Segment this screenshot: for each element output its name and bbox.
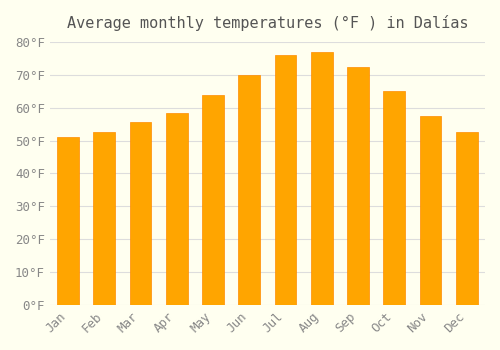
- Title: Average monthly temperatures (°F ) in Dalías: Average monthly temperatures (°F ) in Da…: [66, 15, 468, 31]
- Bar: [311, 52, 332, 305]
- Bar: [238, 75, 260, 305]
- Bar: [57, 137, 79, 305]
- Bar: [347, 66, 369, 305]
- Bar: [274, 55, 296, 305]
- Bar: [130, 122, 152, 305]
- Bar: [202, 94, 224, 305]
- Bar: [456, 132, 477, 305]
- Bar: [166, 113, 188, 305]
- Bar: [94, 132, 115, 305]
- Bar: [384, 91, 405, 305]
- Bar: [420, 116, 442, 305]
